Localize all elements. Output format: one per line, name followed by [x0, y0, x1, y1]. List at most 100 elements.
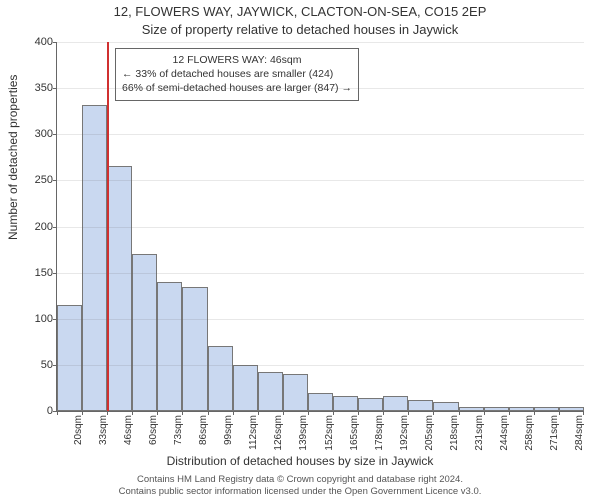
y-tick-mark [53, 42, 57, 43]
y-tick-mark [53, 319, 57, 320]
x-tick-label: 192sqm [399, 415, 410, 451]
x-tick-mark [333, 411, 334, 415]
gridline [57, 365, 584, 366]
gridline [57, 42, 584, 43]
x-tick-label: 139sqm [298, 415, 309, 451]
x-tick-mark [283, 411, 284, 415]
y-tick-label: 200 [35, 221, 53, 233]
footer-line1: Contains HM Land Registry data © Crown c… [0, 474, 600, 486]
annotation-line1: ← 33% of detached houses are smaller (42… [122, 67, 352, 81]
x-tick-mark [459, 411, 460, 415]
histogram-bar [57, 305, 82, 411]
histogram-bar [208, 346, 233, 411]
footer-line2: Contains public sector information licen… [0, 486, 600, 498]
histogram-bar [559, 407, 584, 411]
annotation-title: 12 FLOWERS WAY: 46sqm [122, 53, 352, 67]
x-tick-label: 152sqm [324, 415, 335, 451]
y-axis-label: Number of detached properties [6, 75, 20, 240]
histogram-bar [308, 393, 333, 411]
histogram-bar [433, 402, 458, 411]
histogram-bar [283, 374, 308, 411]
histogram-bar [534, 407, 559, 411]
gridline [57, 319, 584, 320]
x-tick-label: 178sqm [374, 415, 385, 451]
histogram-bar [484, 407, 509, 411]
histogram-bar [233, 365, 258, 411]
gridline [57, 273, 584, 274]
x-tick-label: 218sqm [449, 415, 460, 451]
y-tick-mark [53, 88, 57, 89]
y-tick-label: 0 [47, 405, 53, 417]
x-tick-label: 205sqm [424, 415, 435, 451]
x-tick-mark [208, 411, 209, 415]
gridline [57, 227, 584, 228]
x-tick-mark [157, 411, 158, 415]
x-tick-mark [258, 411, 259, 415]
x-tick-mark [132, 411, 133, 415]
x-tick-mark [358, 411, 359, 415]
histogram-bar [258, 372, 283, 411]
x-tick-mark [534, 411, 535, 415]
x-tick-mark [383, 411, 384, 415]
plot-area: 12 FLOWERS WAY: 46sqm ← 33% of detached … [56, 42, 584, 412]
y-tick-mark [53, 227, 57, 228]
x-tick-mark [559, 411, 560, 415]
x-tick-mark [233, 411, 234, 415]
marker-line [107, 42, 109, 411]
gridline [57, 180, 584, 181]
x-tick-mark [583, 411, 584, 415]
x-tick-mark [308, 411, 309, 415]
x-tick-label: 99sqm [223, 415, 234, 445]
x-tick-mark [107, 411, 108, 415]
gridline [57, 134, 584, 135]
y-tick-label: 50 [41, 359, 53, 371]
histogram-bar [459, 407, 484, 411]
x-tick-label: 112sqm [248, 415, 259, 450]
histogram-bar [182, 287, 207, 411]
histogram-bar [132, 254, 157, 411]
x-tick-label: 46sqm [123, 415, 134, 445]
x-tick-label: 244sqm [499, 415, 510, 451]
x-tick-label: 73sqm [173, 415, 184, 445]
x-tick-label: 271sqm [549, 415, 560, 451]
footer: Contains HM Land Registry data © Crown c… [0, 474, 600, 498]
y-tick-mark [53, 180, 57, 181]
y-tick-label: 350 [35, 82, 53, 94]
x-tick-label: 86sqm [198, 415, 209, 445]
x-tick-label: 284sqm [574, 415, 585, 451]
x-tick-label: 20sqm [73, 415, 84, 445]
y-tick-mark [53, 273, 57, 274]
chart-title-sub: Size of property relative to detached ho… [0, 22, 600, 37]
y-tick-label: 150 [35, 267, 53, 279]
y-tick-label: 400 [35, 36, 53, 48]
x-tick-mark [57, 411, 58, 415]
y-tick-label: 100 [35, 313, 53, 325]
y-tick-mark [53, 365, 57, 366]
histogram-bar [157, 282, 182, 411]
histogram-bar [383, 396, 408, 411]
y-tick-label: 250 [35, 174, 53, 186]
x-tick-label: 165sqm [349, 415, 360, 451]
histogram-bar [509, 407, 534, 411]
annotation-box: 12 FLOWERS WAY: 46sqm ← 33% of detached … [115, 48, 359, 101]
x-tick-label: 33sqm [98, 415, 109, 445]
chart-container: 12, FLOWERS WAY, JAYWICK, CLACTON-ON-SEA… [0, 0, 600, 500]
x-tick-mark [433, 411, 434, 415]
gridline [57, 88, 584, 89]
x-tick-label: 126sqm [273, 415, 284, 451]
y-tick-label: 300 [35, 128, 53, 140]
x-tick-label: 231sqm [474, 415, 485, 451]
x-tick-mark [509, 411, 510, 415]
x-tick-mark [82, 411, 83, 415]
y-tick-mark [53, 134, 57, 135]
x-axis-label: Distribution of detached houses by size … [0, 454, 600, 468]
x-tick-label: 60sqm [148, 415, 159, 445]
x-tick-label: 258sqm [524, 415, 535, 451]
histogram-bar [333, 396, 358, 411]
x-tick-mark [484, 411, 485, 415]
x-tick-mark [182, 411, 183, 415]
histogram-bar [408, 400, 433, 411]
x-tick-mark [408, 411, 409, 415]
histogram-bar [358, 398, 383, 411]
chart-title-main: 12, FLOWERS WAY, JAYWICK, CLACTON-ON-SEA… [0, 4, 600, 19]
